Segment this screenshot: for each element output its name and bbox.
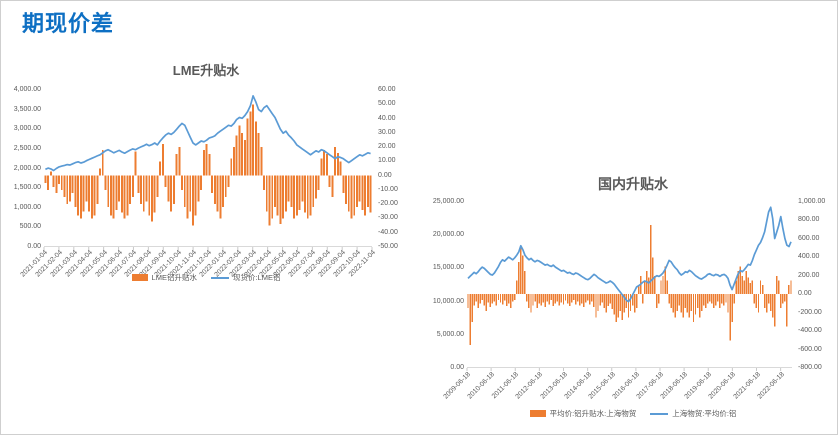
line-series-swatch-icon — [210, 276, 229, 279]
y-axis-tick-label: 10,000.00 — [432, 297, 464, 305]
y-axis-tick-label: 1,000.00 — [798, 198, 826, 205]
y-axis-tick-label: 600.00 — [798, 234, 820, 242]
y-axis-tick-label: -30.00 — [378, 214, 398, 222]
y-axis-tick-label: -20.00 — [378, 200, 398, 208]
y-axis-tick-label: 200.00 — [798, 271, 820, 279]
y-axis-tick-label: 15,000.00 — [432, 264, 464, 272]
y-axis-tick-label: 3,000.00 — [13, 125, 41, 133]
y-axis-tick-label: 800.00 — [798, 216, 820, 224]
y-axis-tick-label: 4,000.00 — [13, 86, 41, 93]
y-axis-tick-label: -40.00 — [378, 228, 398, 236]
spot-price-line-series — [467, 206, 792, 303]
domestic-left-axis-labels: 25,000.00 20,000.00 15,000.00 10,000.00 5,00… — [428, 166, 464, 432]
y-axis-tick-label: 40.00 — [378, 114, 396, 122]
domestic-chart-title: 国内升贴水 — [598, 176, 668, 192]
legend-label: 平均价:铝升贴水:上海物贸 — [549, 409, 637, 418]
legend-item: 现货价:LME铝 — [210, 272, 281, 283]
y-axis-tick-label: 25,000.00 — [432, 198, 464, 205]
lme-plot-area — [43, 95, 373, 250]
y-axis-tick-label: -50.00 — [378, 243, 398, 250]
legend-item: 上海物贸:平均价:铝 — [650, 408, 736, 419]
line-series-swatch-icon — [650, 412, 669, 415]
legend-item: LME铝升贴水 — [131, 272, 197, 283]
y-axis-tick-label: -400.00 — [798, 327, 822, 335]
lme-right-axis-labels: 60.00 50.00 40.00 30.00 20.00 10.00 0.00 -10.00… — [378, 58, 409, 293]
y-axis-tick-label: 500.00 — [19, 223, 41, 231]
y-axis-tick-label: 20.00 — [378, 143, 396, 151]
y-axis-tick-label: 1,000.00 — [13, 203, 41, 211]
domestic-premium-chart: 国内升贴水 25,000.00 20,000.00 15,000.00 10,000.… — [428, 166, 838, 432]
bar-series-swatch-icon — [131, 274, 148, 281]
legend-label: LME铝升贴水 — [151, 273, 197, 282]
y-axis-tick-label: 20,000.00 — [432, 231, 464, 239]
y-axis-tick-label: 2,000.00 — [13, 164, 41, 172]
premium-bars-series — [44, 104, 372, 226]
y-axis-tick-label: 1,500.00 — [13, 184, 41, 192]
domestic-plot-area — [466, 206, 792, 371]
y-axis-tick-label: 60.00 — [378, 86, 396, 93]
y-axis-tick-label: 2,500.00 — [13, 144, 41, 152]
y-axis-tick-label: 0.00 — [378, 171, 392, 179]
spot-price-line-series — [45, 95, 371, 172]
y-axis-tick-label: 50.00 — [378, 100, 396, 108]
lme-chart-title: LME升贴水 — [172, 63, 240, 78]
lme-left-axis-labels: 4,000.00 3,500.00 3,000.00 2,500.00 2,000.00… — [10, 58, 41, 293]
lme-legend: LME铝升贴水 现货价:LME铝 — [10, 272, 402, 283]
y-axis-tick-label: -800.00 — [798, 364, 822, 371]
domestic-legend: 平均价:铝升贴水:上海物贸 上海物贸:平均价:铝 — [428, 408, 838, 419]
y-axis-tick-label: -200.00 — [798, 308, 822, 316]
lme-premium-chart: LME升贴水 4,000.00 3,500.00 3,000.00 2,500.00 2… — [10, 58, 402, 293]
y-axis-tick-label: -10.00 — [378, 185, 398, 193]
premium-bars-series — [467, 225, 792, 345]
y-axis-tick-label: 400.00 — [798, 253, 820, 261]
legend-label: 上海物贸:平均价:铝 — [672, 409, 737, 418]
y-axis-tick-label: 0.00 — [798, 290, 812, 298]
page-title: 期现价差 — [22, 11, 115, 36]
bar-series-swatch-icon — [529, 410, 546, 417]
legend-item: 平均价:铝升贴水:上海物贸 — [529, 408, 637, 419]
legend-label: 现货价:LME铝 — [232, 273, 281, 282]
y-axis-tick-label: 3,500.00 — [13, 105, 41, 113]
domestic-right-axis-labels: 1,000.00 800.00 600.00 400.00 200.00 0.00 -200… — [798, 166, 834, 432]
y-axis-tick-label: 0.00 — [450, 364, 464, 371]
y-axis-tick-label: 5,000.00 — [436, 330, 464, 338]
y-axis-tick-label: 30.00 — [378, 128, 396, 136]
y-axis-tick-label: 0.00 — [27, 243, 41, 250]
y-axis-tick-label: 10.00 — [378, 157, 396, 165]
y-axis-tick-label: -600.00 — [798, 345, 822, 353]
